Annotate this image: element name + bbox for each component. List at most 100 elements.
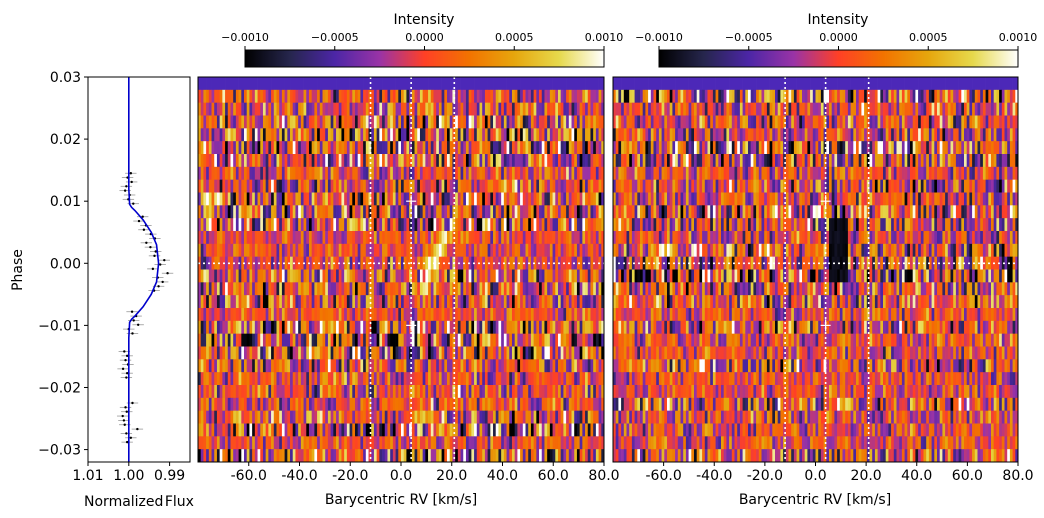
heatmap-cell — [403, 385, 407, 399]
heatmap-cell — [598, 423, 602, 437]
heatmap-cell — [373, 423, 377, 437]
heatmap-cell — [582, 346, 586, 360]
heatmap-cell — [438, 282, 442, 296]
heatmap-cell — [484, 128, 488, 142]
heatmap-cell — [252, 320, 256, 335]
heatmap-cell — [244, 385, 248, 399]
heatmap-cell — [262, 77, 267, 91]
heatmap-cell — [441, 243, 445, 258]
heatmap-cell — [419, 205, 424, 219]
heatmap-cell — [346, 359, 350, 373]
heatmap-cell — [495, 115, 499, 129]
heatmap-cell — [341, 231, 345, 245]
heatmap-cell — [284, 282, 288, 296]
heatmap-cell — [273, 154, 277, 168]
heatmap-cell — [414, 205, 418, 219]
heatmap-cell — [430, 397, 434, 412]
heatmap-cell — [249, 179, 253, 193]
heatmap-cell — [379, 141, 383, 155]
heatmap-cell — [298, 449, 302, 463]
heatmap-cell — [271, 243, 275, 258]
heatmap-cell — [336, 192, 340, 206]
heatmap-cell — [498, 192, 502, 206]
heatmap-cell — [585, 320, 589, 335]
heatmap-cell — [379, 269, 383, 283]
heatmap-cell — [533, 231, 537, 245]
heatmap-cell — [530, 89, 534, 104]
heatmap-cell — [566, 179, 570, 193]
heatmap-cell — [292, 231, 296, 245]
heatmap-cell — [214, 410, 218, 424]
heatmap-cell — [306, 308, 310, 322]
heatmap-cell — [438, 256, 442, 270]
heatmap-cell — [552, 308, 556, 322]
heatmap-cell — [598, 397, 602, 412]
heatmap-cell — [471, 436, 475, 450]
heatmap-cell — [411, 115, 415, 129]
heatmap-cell — [271, 410, 275, 424]
heatmap-cell — [276, 243, 280, 258]
heatmap-cell — [463, 397, 467, 412]
heatmap-cell — [555, 410, 559, 424]
heatmap-cell — [230, 218, 234, 232]
heatmap-cell — [290, 256, 294, 270]
heatmap-cell — [281, 102, 285, 116]
heatmap-cell — [571, 218, 575, 232]
flux-point — [125, 185, 128, 188]
heatmap-cell — [482, 166, 486, 181]
heatmap-cell — [642, 102, 646, 116]
heatmap-cell — [669, 89, 673, 104]
heatmap-cell — [601, 243, 605, 258]
heatmap-cell — [463, 436, 467, 450]
heatmap-cell — [667, 89, 671, 104]
heatmap-cell — [246, 179, 250, 193]
heatmap-cell — [392, 308, 396, 322]
heatmap-cell — [555, 282, 559, 296]
heatmap-cell — [444, 359, 448, 373]
heatmap-cell — [371, 179, 375, 193]
heatmap-cell — [493, 141, 497, 155]
heatmap-cell — [235, 231, 239, 245]
heatmap-cell — [777, 89, 781, 104]
heatmap-cell — [509, 102, 513, 116]
heatmap-cell — [823, 89, 827, 104]
heatmap-cell — [479, 166, 483, 181]
heatmap-cell — [290, 141, 294, 155]
heatmap-cell — [430, 282, 434, 296]
heatmap-cell — [368, 295, 372, 309]
heatmap-cell — [493, 295, 497, 309]
heatmap-cell — [330, 359, 334, 373]
heatmap-cell — [214, 346, 218, 360]
heatmap-cell — [295, 295, 299, 309]
heatmap-cell — [208, 128, 212, 142]
heatmap-cell — [490, 423, 494, 437]
heatmap-cell — [292, 115, 296, 129]
heatmap-cell — [403, 115, 407, 129]
heatmap-cell — [216, 243, 221, 258]
heatmap-cell — [387, 269, 391, 283]
heatmap-cell — [493, 320, 497, 335]
heatmap-cell — [511, 449, 516, 463]
heatmap-cell — [376, 410, 380, 424]
heatmap-cell — [712, 77, 716, 91]
heatmap-cell — [430, 269, 434, 283]
heatmap-cell — [206, 359, 210, 373]
heatmap-cell — [501, 115, 505, 129]
heatmap-cell — [593, 308, 597, 322]
heatmap-cell — [528, 77, 532, 91]
heatmap-cell — [322, 320, 326, 335]
heatmap-cell — [493, 179, 497, 193]
heatmap-cell — [406, 397, 410, 412]
heatmap-cell — [327, 102, 331, 116]
heatmap-cell — [390, 154, 394, 168]
heatmap-cell — [601, 115, 605, 129]
heatmap-cell — [460, 205, 464, 219]
heatmap-cell — [1001, 77, 1005, 91]
heatmap-cell — [252, 154, 256, 168]
heatmap-cell — [395, 205, 399, 219]
heatmap-cell — [336, 179, 340, 193]
heatmap-cell — [344, 256, 348, 270]
heatmap-cell — [455, 346, 459, 360]
heatmap-cell — [349, 166, 353, 181]
heatmap-cell — [511, 243, 516, 258]
